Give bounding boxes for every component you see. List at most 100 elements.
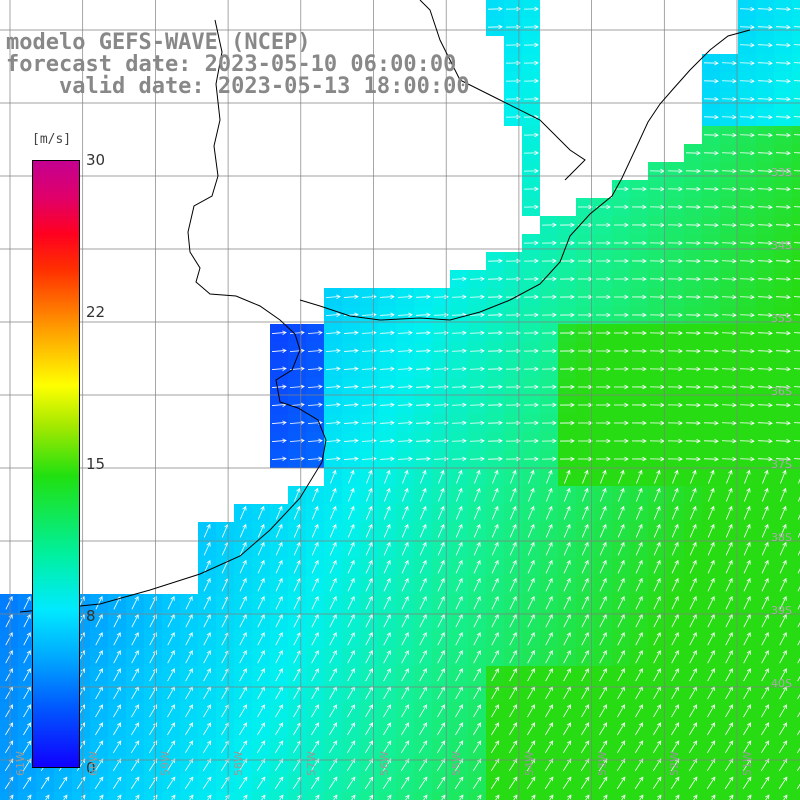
wind-arrow — [415, 440, 431, 442]
wind-arrow-head — [732, 186, 737, 192]
wind-arrow-head — [768, 78, 773, 84]
wind-cell — [792, 738, 800, 756]
wind-arrow — [310, 758, 320, 772]
wind-arrow-head — [678, 384, 683, 390]
wind-arrow — [689, 722, 697, 736]
wind-arrow — [599, 560, 607, 574]
wind-arrow-head — [548, 632, 553, 637]
wind-arrow-head — [714, 276, 719, 282]
wind-arrow — [757, 350, 773, 352]
wind-arrow — [581, 542, 589, 556]
wind-arrow-head — [260, 668, 265, 673]
wind-arrow-head — [750, 240, 755, 246]
wind-arrow — [329, 542, 337, 556]
wind-arrow-head — [750, 456, 755, 462]
wind-arrow-head — [656, 614, 661, 619]
wind-arrow-head — [9, 740, 14, 746]
wind-arrow-head — [642, 312, 647, 318]
wind-arrow-head — [696, 312, 701, 318]
wind-arrow — [203, 686, 211, 700]
wind-arrow-head — [116, 722, 122, 728]
wind-arrow-head — [152, 614, 157, 619]
wind-arrow-head — [315, 758, 320, 764]
wind-arrow-head — [566, 650, 571, 655]
wind-arrow-head — [152, 722, 158, 728]
wind-cell — [414, 792, 432, 800]
wind-arrow-head — [278, 505, 283, 511]
wind-arrow-head — [404, 469, 409, 475]
wind-arrow — [775, 404, 791, 406]
wind-arrow-head — [602, 704, 607, 709]
wind-arrow-head — [260, 704, 265, 709]
wind-arrow-head — [516, 456, 521, 462]
wind-arrow — [275, 578, 283, 592]
wind-arrow — [311, 686, 319, 700]
wind-arrow — [271, 458, 287, 460]
wind-arrow-head — [750, 276, 755, 282]
wind-arrow-head — [692, 523, 697, 529]
wind-arrow-head — [566, 487, 571, 493]
wind-arrow — [415, 314, 431, 316]
wind-arrow-head — [638, 523, 643, 529]
wind-cell — [540, 792, 558, 800]
wind-arrow — [707, 668, 715, 682]
wind-arrow-head — [674, 722, 680, 728]
wind-arrow — [325, 332, 341, 334]
wind-arrow — [707, 596, 715, 610]
wind-arrow — [343, 404, 359, 406]
wind-arrow — [760, 740, 770, 754]
wind-arrow-head — [369, 794, 374, 800]
wind-arrow — [365, 560, 373, 574]
wind-arrow — [598, 758, 608, 772]
wind-arrow — [383, 578, 391, 592]
wind-arrow-head — [624, 258, 629, 264]
wind-arrow — [724, 776, 734, 790]
wind-arrow — [617, 488, 625, 502]
wind-arrow-head — [426, 402, 431, 408]
wind-arrow — [415, 368, 431, 370]
wind-arrow — [433, 440, 449, 442]
wind-arrow-head — [606, 240, 611, 246]
wind-arrow — [455, 686, 463, 700]
wind-arrow — [563, 614, 571, 628]
wind-arrow — [257, 650, 265, 664]
wind-arrow-head — [786, 186, 791, 192]
wind-cell — [792, 468, 800, 486]
wind-arrow-head — [656, 668, 661, 673]
wind-arrow — [739, 350, 755, 352]
wind-arrow-head — [516, 276, 521, 282]
wind-arrow — [760, 758, 770, 772]
wind-arrow-head — [459, 776, 464, 782]
wind-arrow-head — [516, 366, 521, 372]
wind-arrow — [379, 296, 395, 298]
wind-arrow-head — [516, 6, 521, 12]
wind-arrow-head — [45, 794, 50, 800]
wind-cell — [72, 792, 90, 800]
wind-arrow-head — [606, 276, 611, 282]
wind-arrow — [401, 542, 409, 556]
wind-arrow — [490, 740, 500, 754]
wind-arrow — [473, 488, 481, 502]
wind-arrow-head — [732, 168, 737, 174]
wind-arrow-head — [480, 294, 485, 300]
wind-arrow-head — [243, 758, 248, 764]
wind-arrow-head — [242, 559, 247, 565]
wind-arrow-head — [530, 577, 535, 583]
wind-arrow-head — [750, 330, 755, 336]
wind-arrow — [491, 524, 499, 538]
wind-arrow-head — [278, 595, 283, 601]
wind-arrow-head — [548, 704, 553, 709]
wind-arrow-head — [300, 348, 305, 353]
wind-arrow-head — [710, 668, 715, 673]
wind-arrow — [599, 524, 607, 538]
wind-arrow-head — [333, 740, 338, 746]
wind-arrow — [307, 458, 323, 460]
wind-arrow — [775, 296, 791, 298]
wind-arrow-head — [260, 722, 266, 728]
wind-arrow — [739, 116, 755, 118]
wind-arrow — [616, 740, 626, 754]
wind-arrow — [189, 794, 194, 800]
wind-arrow-head — [206, 541, 211, 547]
wind-arrow-head — [678, 240, 683, 246]
wind-arrow — [221, 578, 229, 592]
